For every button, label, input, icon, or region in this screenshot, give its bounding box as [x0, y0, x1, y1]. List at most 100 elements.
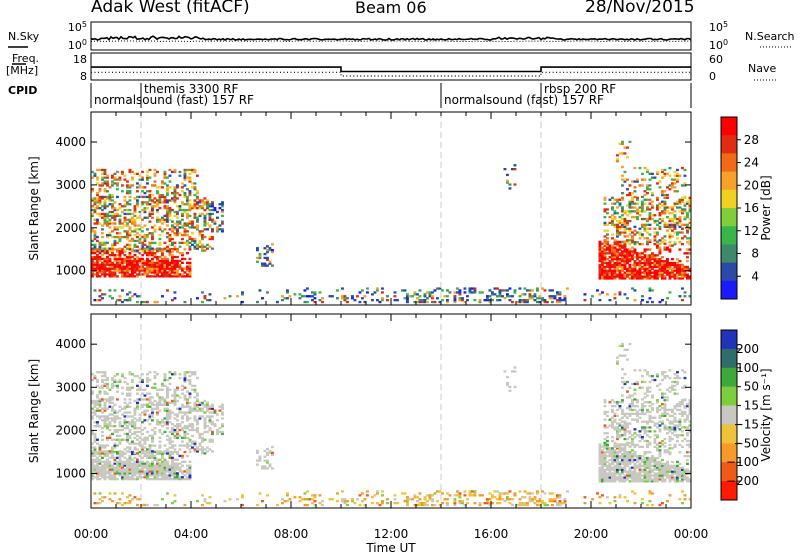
range-cell: [161, 498, 164, 501]
range-cell: [631, 239, 634, 242]
range-cell: [161, 421, 164, 424]
range-cell: [608, 275, 612, 278]
range-cell: [136, 466, 139, 469]
range-cell: [628, 243, 632, 246]
range-cell: [621, 178, 624, 181]
range-cell: [173, 401, 177, 404]
range-cell: [621, 241, 624, 244]
range-cell: [133, 430, 137, 434]
range-cell: [653, 456, 657, 460]
range-cell: [141, 466, 144, 469]
range-cell: [648, 375, 652, 378]
range-cell: [641, 204, 644, 207]
range-cell: [638, 210, 642, 213]
range-cell: [98, 468, 102, 471]
range-cell: [118, 380, 122, 384]
range-cell: [188, 208, 192, 212]
range-cell: [113, 444, 117, 447]
range-cell: [453, 299, 457, 302]
range-cell: [616, 229, 619, 232]
range-cell: [498, 299, 502, 302]
range-cell: [561, 299, 564, 302]
range-cell: [121, 464, 124, 467]
range-cell: [638, 261, 642, 265]
range-cell: [153, 456, 157, 459]
range-cell: [191, 407, 194, 410]
range-cell: [683, 420, 687, 423]
range-cell: [136, 205, 139, 208]
range-cell: [681, 472, 684, 475]
range-cell: [146, 261, 149, 264]
range-cell: [188, 464, 192, 467]
range-cell: [188, 263, 192, 266]
range-cell: [151, 207, 154, 210]
range-cell: [186, 468, 189, 471]
range-cell: [668, 430, 672, 433]
range-cell: [186, 275, 189, 278]
range-cell: [268, 262, 272, 265]
range-cell: [641, 412, 644, 415]
range-cell: [93, 230, 97, 233]
range-cell: [171, 199, 174, 202]
range-cell: [113, 428, 117, 432]
range-cell: [646, 168, 649, 172]
range-cell: [653, 466, 657, 469]
range-cell: [171, 502, 174, 505]
range-cell: [628, 273, 632, 276]
range-cell: [176, 458, 179, 461]
range-cell: [676, 464, 679, 467]
range-cell: [626, 267, 629, 270]
range-cell: [141, 208, 144, 212]
range-cell: [106, 182, 109, 185]
range-cell: [643, 227, 647, 230]
range-cell: [688, 399, 692, 402]
range-cell: [673, 217, 677, 221]
range-cell: [101, 466, 104, 469]
range-cell: [176, 212, 179, 216]
range-cell: [96, 450, 99, 454]
range-cell: [683, 295, 687, 298]
range-cell: [636, 380, 639, 384]
range-cell: [108, 263, 112, 266]
range-cell: [686, 462, 689, 465]
range-cell: [181, 252, 184, 255]
range-cell: [208, 427, 212, 430]
range-cell: [658, 478, 662, 481]
range-cell: [106, 269, 109, 272]
range-cell: [678, 420, 682, 423]
range-cell: [558, 299, 562, 302]
range-cell: [131, 218, 134, 221]
range-cell: [666, 193, 669, 197]
range-cell: [183, 248, 187, 251]
range-cell: [156, 273, 159, 276]
range-cell: [506, 181, 509, 184]
range-cell: [168, 273, 172, 276]
range-cell: [118, 440, 122, 443]
range-cell: [108, 388, 112, 391]
range-cell: [176, 450, 179, 454]
range-cell: [456, 291, 459, 294]
range-cell: [96, 168, 99, 172]
range-cell: [136, 249, 139, 252]
range-cell: [93, 273, 97, 276]
range-cell: [623, 476, 627, 479]
range-cell: [628, 254, 632, 257]
range-cell: [181, 464, 184, 467]
range-cell: [168, 442, 172, 445]
range-cell: [661, 265, 664, 269]
range-cell: [188, 241, 192, 244]
range-cell: [603, 269, 607, 272]
range-cell: [188, 470, 192, 473]
range-cell: [191, 425, 194, 428]
range-cell: [136, 224, 139, 227]
range-cell: [156, 247, 159, 250]
range-cell: [618, 260, 622, 263]
range-cell: [166, 216, 169, 219]
range-cell: [673, 416, 677, 419]
range-cell: [618, 273, 622, 276]
noise-sky-series: [90, 35, 692, 41]
range-cell: [413, 293, 417, 296]
range-cell: [683, 235, 687, 238]
range-cell: [106, 235, 109, 239]
